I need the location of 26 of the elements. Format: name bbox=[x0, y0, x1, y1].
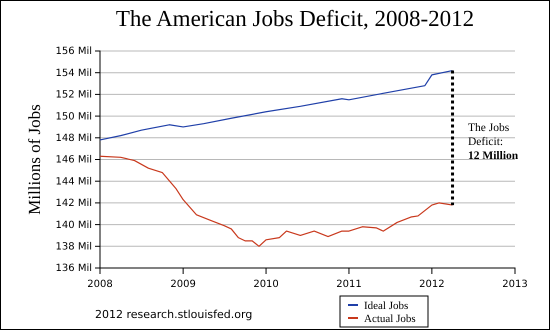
line-series bbox=[99, 156, 454, 247]
y-tick-label: 154 Mil bbox=[56, 68, 92, 79]
y-tick-label: 152 Mil bbox=[56, 90, 92, 101]
text: 2012 research.stlouisfed.org bbox=[95, 308, 252, 321]
y-tick-label: 138 Mil bbox=[56, 242, 92, 252]
annotation: 12 Million bbox=[468, 150, 519, 162]
y-tick-label: 142 Mil bbox=[56, 198, 92, 210]
x-tick-label: 2012 bbox=[419, 279, 445, 290]
y-tick-label: 136 Mil bbox=[56, 263, 92, 274]
line-series bbox=[99, 70, 454, 141]
legend-label: Actual Jobs bbox=[364, 313, 416, 325]
x-tick-label: 2013 bbox=[502, 279, 528, 290]
y-tick-label: 140 Mil bbox=[56, 220, 92, 231]
y-tick-label: 148 Mil bbox=[56, 133, 92, 144]
x-tick-label: 2008 bbox=[87, 279, 113, 290]
y-tick-label: 146 Mil bbox=[56, 154, 92, 166]
y-tick-label: 144 Mil bbox=[56, 176, 92, 188]
x-tick-label: 2010 bbox=[253, 279, 279, 290]
chart-title: The American Jobs Deficit, 2008-2012 bbox=[116, 6, 474, 31]
legend-label: Ideal Jobs bbox=[364, 300, 408, 312]
y-axis-title: Millions of Jobs bbox=[25, 104, 44, 215]
y-tick-label: 150 Mil bbox=[56, 111, 92, 122]
annotation: The Jobs Deficit: bbox=[468, 122, 510, 148]
x-tick-label: 2011 bbox=[336, 279, 362, 290]
y-tick-label: 156 Mil bbox=[56, 46, 92, 58]
x-tick-label: 2009 bbox=[170, 279, 196, 290]
